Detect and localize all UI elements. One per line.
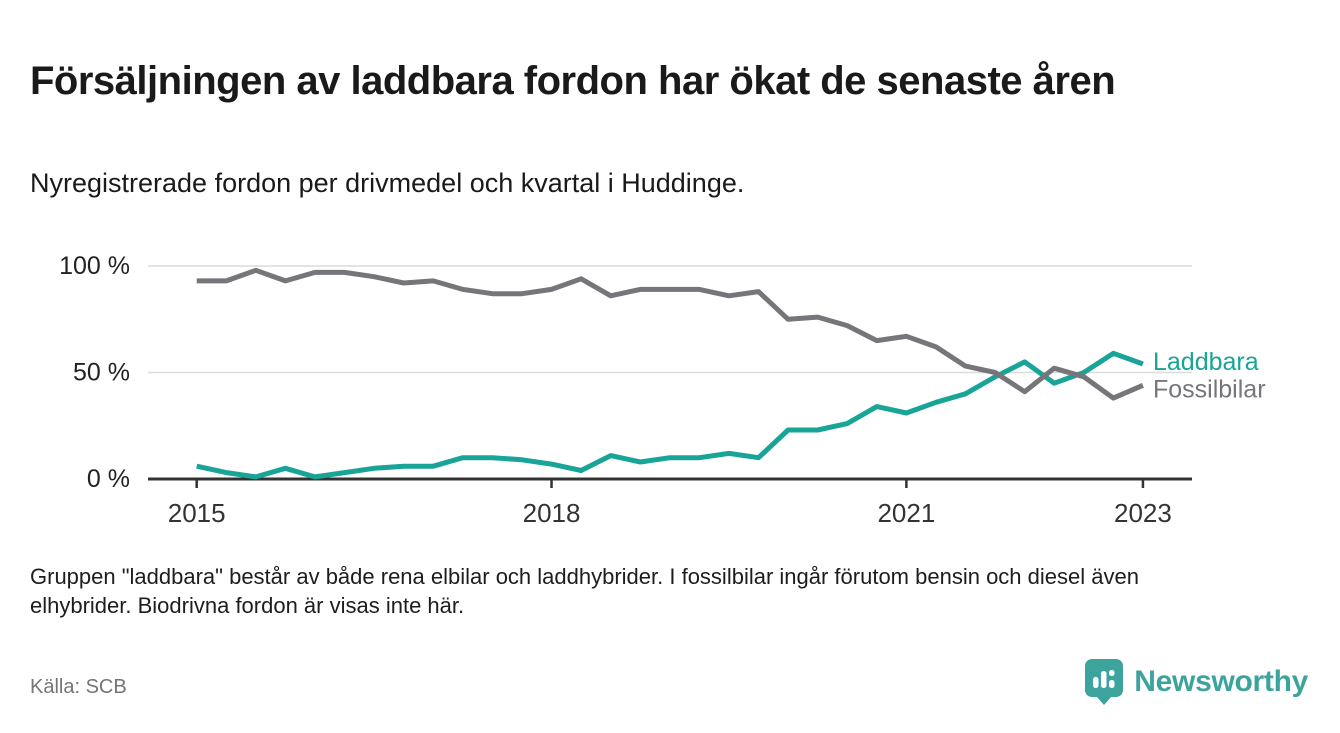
brand-name: Newsworthy [1134,665,1308,698]
chart-area: 2015 2018 2021 2023 0 % 50 % 100 % Laddbara Fo… [0,230,1340,550]
page-title: Försäljningen av laddbara fordon har öka… [30,58,1116,103]
series-line-fossilbilar [196,267,1144,401]
line-chart: 2015 2018 2021 2023 0 % 50 % 100 % LaddbaraFo… [59,252,1266,528]
series-line-laddbara [196,350,1144,480]
x-axis: 2015 2018 2021 2023 [168,479,1172,528]
series-lines [196,267,1144,480]
x-axis-tick-label: 2021 [877,498,935,528]
x-axis-tick-label: 2023 [1114,498,1172,528]
source-caption: Källa: SCB [30,676,127,698]
x-axis-tick-label: 2015 [168,498,226,528]
y-axis-labels: 0 % 50 % 100 % [59,252,130,493]
legend-label-fossilbilar: Fossilbilar [1153,375,1266,403]
logo-bar-2 [1101,671,1107,688]
chart-footnote: Gruppen "laddbara" består av både rena e… [30,564,1139,618]
chart-subtitle: Nyregistrerade fordon per drivmedel och … [30,168,745,198]
brand-logo: Newsworthy [1084,658,1308,706]
y-axis-tick-label: 50 % [73,359,130,387]
y-axis-tick-label: 0 % [87,465,130,493]
legend-label-laddbara: Laddbara [1153,348,1259,376]
logo-bar-1 [1093,677,1099,688]
gridlines [148,265,1192,481]
x-axis-tick-label: 2018 [523,498,581,528]
newsworthy-pin-icon [1085,659,1124,705]
logo-bar-3 [1109,680,1115,688]
logo-dot [1109,670,1115,676]
y-axis-tick-label: 100 % [59,252,130,280]
